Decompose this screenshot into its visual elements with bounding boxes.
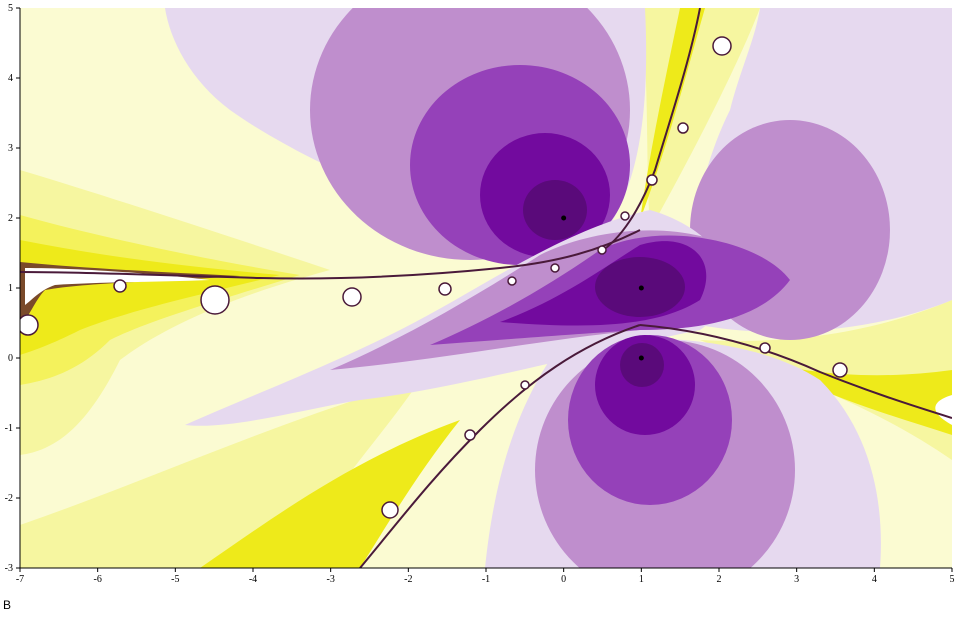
x-tick-label: 1 (639, 574, 644, 585)
x-tick-label: 5 (950, 574, 955, 585)
purple-basin-lower-band4 (620, 343, 664, 387)
yellow-band-bottom-left-inner (200, 420, 460, 568)
y-axis-ticks: 5 4 3 2 1 0 -1 -2 -3 (5, 3, 20, 574)
x-tick-label: -5 (171, 574, 179, 585)
x-tick-label: 4 (872, 574, 877, 585)
root-point (638, 285, 644, 291)
y-tick-label: -1 (5, 423, 13, 434)
y-tick-label: 2 (8, 213, 13, 224)
fractal-boundary-right (639, 324, 952, 419)
x-tick-label: -7 (16, 574, 24, 585)
y-tick-label: 4 (8, 73, 13, 84)
root-point (561, 215, 567, 221)
yellow-band-bottom-left-outer (20, 380, 420, 568)
y-tick-label: 1 (8, 283, 13, 294)
x-tick-label: 3 (794, 574, 799, 585)
fractal-bulbs (20, 36, 848, 519)
fractal-boundary-top (599, 8, 701, 253)
x-tick-label: -1 (482, 574, 490, 585)
fractal-boundary-left (20, 229, 641, 280)
y-tick-label: -3 (5, 563, 13, 574)
x-tick-label: -3 (326, 574, 334, 585)
fractal-boundary-bottom (359, 324, 641, 568)
y-tick-label: 3 (8, 143, 13, 154)
root-markers (561, 215, 644, 361)
x-tick-label: 0 (561, 574, 566, 585)
root-point (638, 355, 644, 361)
plot-area (20, 8, 952, 568)
y-tick-label: 5 (8, 3, 13, 14)
x-axis-ticks: -7 -6 -5 -4 -3 -2 -1 0 1 2 3 4 5 (16, 568, 955, 585)
white-lobe-left (25, 268, 210, 305)
x-tick-label: -4 (249, 574, 257, 585)
y-tick-label: 0 (8, 353, 13, 364)
x-tick-label: 2 (717, 574, 722, 585)
x-tick-label: -2 (404, 574, 412, 585)
x-tick-label: -6 (93, 574, 101, 585)
y-tick-label: -2 (5, 493, 13, 504)
purple-basin-upper-band4 (523, 180, 587, 240)
panel-label: B (3, 598, 12, 612)
